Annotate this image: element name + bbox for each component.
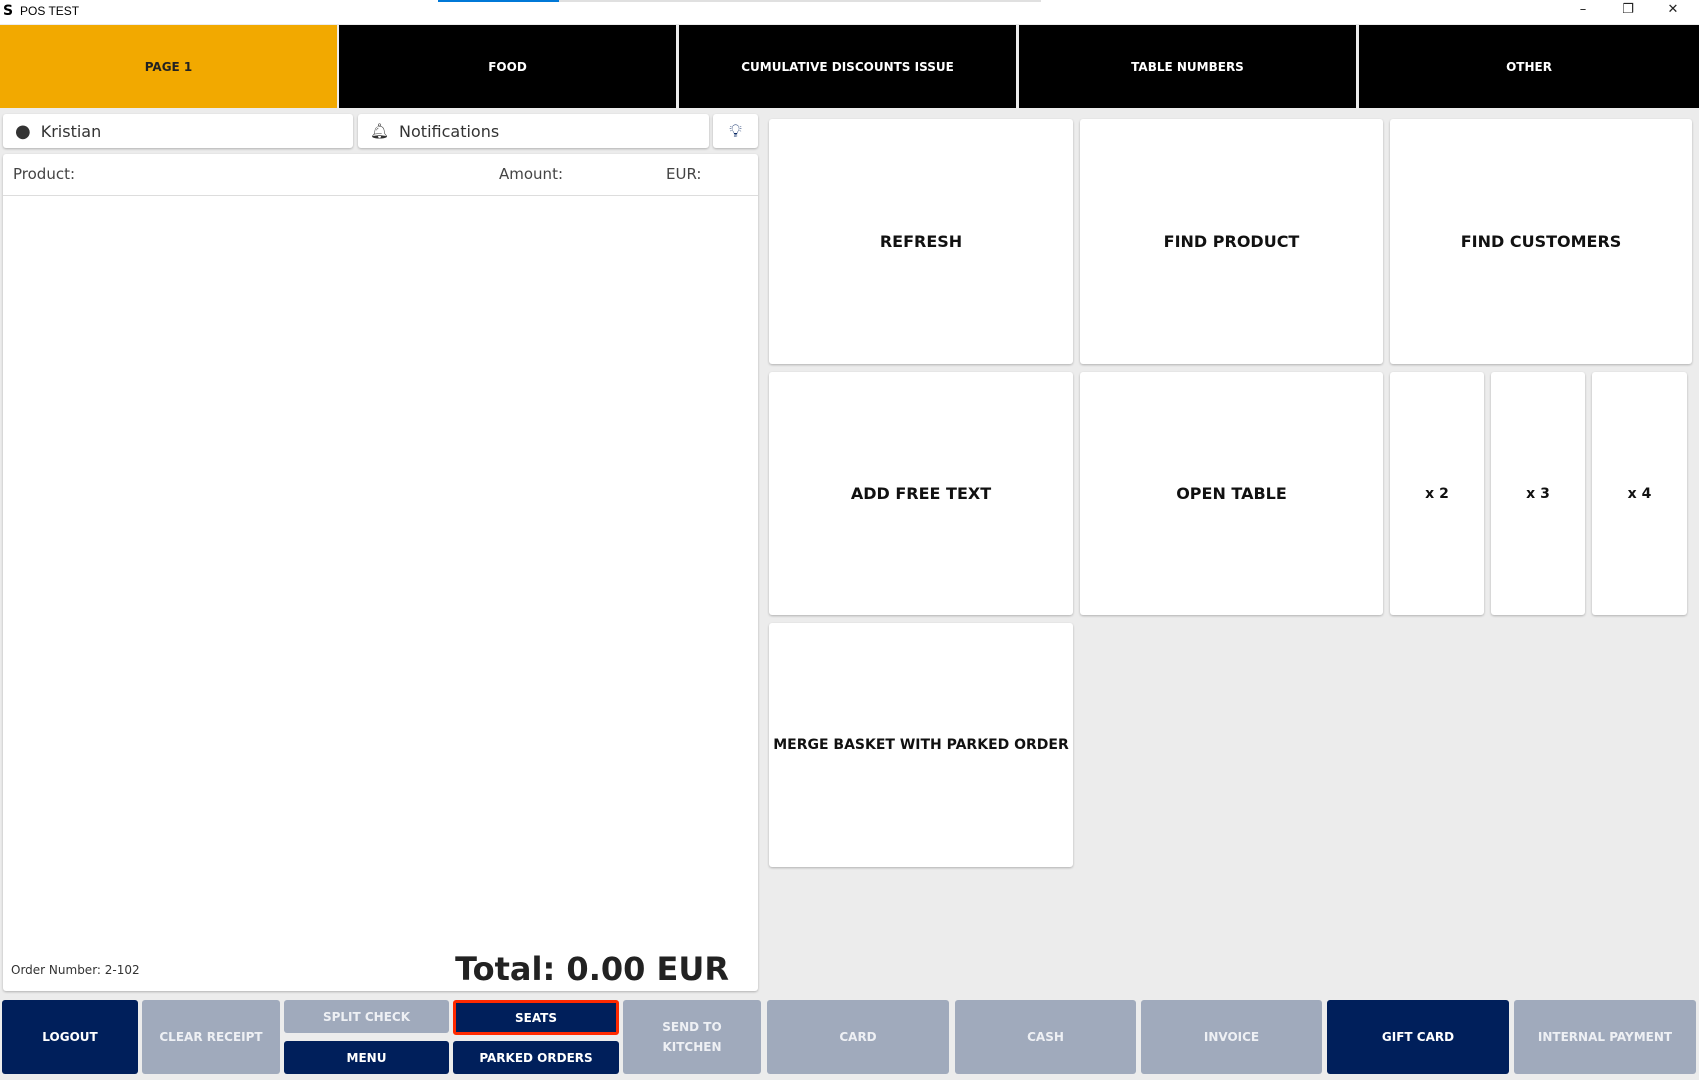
tab-cumulative-discounts-issue[interactable]: CUMULATIVE DISCOUNTS ISSUE: [679, 25, 1016, 108]
column-product: Product:: [13, 165, 76, 183]
notifications-button[interactable]: 🔔︎ Notifications: [358, 114, 709, 148]
window-title: POS TEST: [20, 4, 80, 18]
user-name: Kristian: [40, 121, 102, 141]
title-bar: [0, 0, 1699, 24]
internal-payment-button[interactable]: INTERNAL PAYMENT: [1514, 1000, 1696, 1074]
receipt-panel: [3, 154, 758, 991]
close-button[interactable]: ✕: [1667, 2, 1679, 17]
header-divider: [3, 195, 758, 196]
tab-table-numbers[interactable]: TABLE NUMBERS: [1019, 25, 1356, 108]
restore-button[interactable]: ❐: [1622, 2, 1634, 17]
receipt-total: Total: 0.00 EUR: [455, 950, 729, 988]
invoice-payment-button[interactable]: INVOICE: [1141, 1000, 1322, 1074]
bell-icon: 🔔︎: [370, 122, 390, 140]
tab-food[interactable]: FOOD: [339, 25, 676, 108]
clear-receipt-button[interactable]: CLEAR RECEIPT: [142, 1000, 280, 1074]
add-free-text-button[interactable]: ADD FREE TEXT: [769, 372, 1073, 615]
loading-progress: [438, 0, 1041, 2]
open-table-button[interactable]: OPEN TABLE: [1080, 372, 1383, 615]
notifications-label: Notifications: [399, 121, 500, 141]
lightbulb-icon: 💡︎: [729, 120, 742, 142]
tab-page-1[interactable]: PAGE 1: [0, 25, 337, 108]
send-to-kitchen-button[interactable]: SEND TO KITCHEN: [623, 1000, 761, 1074]
cash-payment-button[interactable]: CASH: [955, 1000, 1136, 1074]
refresh-button[interactable]: REFRESH: [769, 119, 1073, 364]
order-number: Order Number: 2-102: [11, 963, 140, 977]
logout-button[interactable]: LOGOUT: [2, 1000, 138, 1074]
gift-card-button[interactable]: GIFT CARD: [1327, 1000, 1509, 1074]
multiply-2-button[interactable]: x 2: [1390, 372, 1484, 615]
parked-orders-button[interactable]: PARKED ORDERS: [453, 1041, 619, 1074]
multiply-4-button[interactable]: x 4: [1592, 372, 1687, 615]
menu-button[interactable]: MENU: [284, 1041, 449, 1074]
user-circle-icon: ●: [15, 120, 31, 142]
card-payment-button[interactable]: CARD: [767, 1000, 949, 1074]
app-logo-icon: S: [3, 3, 14, 19]
user-button[interactable]: ● Kristian: [3, 114, 353, 148]
multiply-3-button[interactable]: x 3: [1491, 372, 1585, 615]
split-check-button[interactable]: SPLIT CHECK: [284, 1000, 449, 1033]
column-currency: EUR:: [666, 165, 702, 183]
seats-button[interactable]: SEATS: [453, 1000, 619, 1035]
tab-other[interactable]: OTHER: [1359, 25, 1699, 108]
find-customers-button[interactable]: FIND CUSTOMERS: [1390, 119, 1692, 364]
column-amount: Amount:: [499, 165, 563, 183]
minimize-button[interactable]: –: [1579, 2, 1587, 17]
merge-basket-button[interactable]: MERGE BASKET WITH PARKED ORDER: [769, 623, 1073, 867]
lightbulb-button[interactable]: 💡︎: [713, 114, 758, 148]
find-product-button[interactable]: FIND PRODUCT: [1080, 119, 1383, 364]
